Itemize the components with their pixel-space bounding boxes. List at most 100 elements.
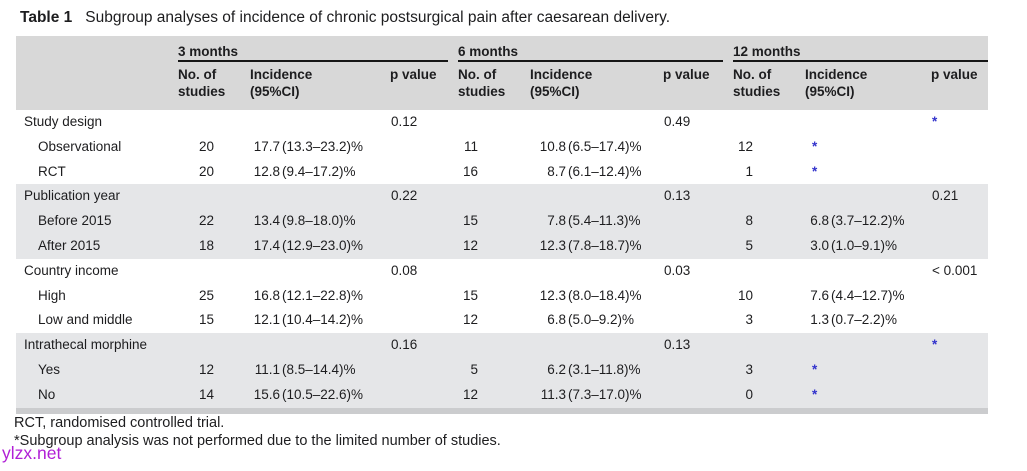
cell-pvalue-3m (390, 234, 458, 259)
cell-studies-12m: 0 (745, 386, 753, 402)
cell-incidence-12m: 1.3 (0.7–2.2)% (805, 308, 931, 333)
cell-incidence-3m: 17.7 (13.3–23.2)% (250, 135, 390, 160)
table-row: Low and middle 15 12.1 (10.4–14.2)% 12 6.8 (5.… (16, 308, 988, 333)
cell-incidence-6m: 6.2 (3.1–11.8)% (530, 358, 663, 383)
cell-incidence-12m: 6.8 (3.7–12.2)% (805, 209, 931, 234)
confidence-interval: (12.1–22.8)% (282, 287, 364, 303)
confidence-interval: (8.5–14.4)% (282, 361, 356, 377)
table-row: Intrathecal morphine 0.16 0.13 * (16, 333, 988, 358)
cell-pvalue-12m (931, 284, 988, 309)
cell-studies-12m: 12 (737, 138, 753, 154)
row-label: After 2015 (38, 237, 101, 253)
incidence-value: 1.3 (810, 312, 829, 328)
cell-incidence-3m: 11.1 (8.5–14.4)% (250, 358, 390, 383)
cell-studies-3m: 15 (198, 312, 214, 328)
cell-studies-6m: 16 (462, 163, 478, 179)
cell-studies-3m: 20 (198, 138, 214, 154)
row-label: Country income (24, 262, 119, 278)
cell-pvalue-3m (390, 135, 458, 160)
cell-pvalue-6m (663, 308, 733, 333)
incidence-value: 8.7 (547, 163, 566, 179)
cell-studies-12m: 10 (737, 287, 753, 303)
cell-incidence-6m: 12.3 (7.8–18.7)% (530, 234, 663, 259)
cell-studies-12m: 1 (745, 163, 753, 179)
cell-pvalue-12m: 0.21 (932, 188, 959, 204)
cell-incidence-6m (530, 184, 663, 209)
header-spacer (16, 36, 178, 62)
cell-studies-3m (178, 184, 250, 209)
cell-incidence-6m (530, 333, 663, 358)
confidence-interval: (5.4–11.3)% (568, 213, 641, 229)
incidence-value: 6.8 (810, 213, 829, 229)
header-p-value-6m: p value (663, 67, 710, 82)
cell-incidence-12m: 3.0 (1.0–9.1)% (805, 234, 931, 259)
cell-pvalue-6m (663, 234, 733, 259)
incidence-value: 3.0 (810, 237, 829, 253)
cell-incidence-3m: 13.4 (9.8–18.0)% (250, 209, 390, 234)
subheader-row: No. of studies Incidence (95%CI) p value… (16, 62, 988, 110)
confidence-interval: (7.3–17.0)% (568, 386, 642, 402)
cell-pvalue-12m (931, 383, 988, 408)
row-label: Low and middle (38, 312, 133, 328)
cell-pvalue-12m (931, 209, 988, 234)
cell-studies-3m (178, 333, 250, 358)
cell-incidence-12m (805, 184, 931, 209)
cell-incidence-12m (805, 110, 931, 135)
cell-pvalue-6m (663, 160, 733, 185)
table-caption: Subgroup analyses of incidence of chroni… (85, 9, 671, 26)
row-group: Publication year 0.22 0.13 0.21 Before 2015 2… (16, 184, 988, 259)
cell-pvalue-3m (390, 383, 458, 408)
confidence-interval: (9.8–18.0)% (282, 213, 356, 229)
cell-incidence-6m: 6.8 (5.0–9.2)% (530, 308, 663, 333)
table-row: Country income 0.08 0.03 < 0.001 (16, 259, 988, 284)
cell-studies-6m (458, 333, 530, 358)
data-table: 3 months 6 months 12 months No. of studi… (16, 36, 988, 414)
confidence-interval: (3.1–11.8)% (568, 361, 641, 377)
cell-studies-6m (458, 259, 530, 284)
spanner-rule (733, 60, 988, 62)
table-header: 3 months 6 months 12 months No. of studi… (16, 36, 988, 110)
cell-studies-12m (733, 184, 805, 209)
incidence-value: 10.8 (539, 138, 566, 154)
confidence-interval: (6.5–17.4)% (568, 138, 642, 154)
header-incidence-12m: Incidence (95%CI) (805, 67, 868, 99)
header-incidence-6m: Incidence (95%CI) (530, 67, 593, 99)
incidence-value: 7.6 (810, 287, 829, 303)
confidence-interval: (9.4–17.2)% (282, 163, 356, 179)
cell-pvalue-6m (663, 284, 733, 309)
cell-pvalue-3m: 0.12 (391, 114, 418, 129)
asterisk-marker: * (812, 361, 818, 377)
cell-pvalue-12m (931, 135, 988, 160)
cell-studies-3m (178, 110, 250, 135)
row-label: Intrathecal morphine (24, 337, 148, 353)
table-number: Table 1 (20, 9, 73, 26)
table-footnotes: RCT, randomised controlled trial. *Subgr… (14, 414, 501, 450)
row-label: Observational (38, 138, 122, 154)
confidence-interval: (10.4–14.2)% (282, 312, 364, 328)
asterisk-marker: * (932, 337, 938, 353)
cell-incidence-3m (250, 259, 390, 284)
cell-incidence-6m (530, 110, 663, 135)
confidence-interval: (4.4–12.7)% (831, 287, 905, 303)
time-period-header-row: 3 months 6 months 12 months (16, 36, 988, 62)
cell-incidence-12m: * (805, 160, 931, 185)
confidence-interval: (10.5–22.6)% (282, 386, 364, 402)
cell-studies-3m: 20 (198, 163, 214, 179)
table-title: Table 1 Subgroup analyses of incidence of… (20, 9, 670, 27)
cell-studies-6m: 15 (462, 213, 478, 229)
cell-pvalue-3m (390, 308, 458, 333)
confidence-interval: (12.9–23.0)% (282, 237, 364, 253)
row-label: Study design (24, 114, 103, 129)
table-row: High 25 16.8 (12.1–22.8)% 15 12.3 (8.0–18.4)% 1… (16, 284, 988, 309)
footnote-asterisk: *Subgroup analysis was not performed due… (14, 433, 501, 449)
spanner-label: 12 months (733, 44, 801, 59)
cell-studies-12m: 3 (745, 361, 753, 377)
cell-incidence-6m: 11.3 (7.3–17.0)% (530, 383, 663, 408)
cell-incidence-12m: 7.6 (4.4–12.7)% (805, 284, 931, 309)
cell-pvalue-12m: < 0.001 (932, 262, 978, 278)
cell-incidence-6m: 12.3 (8.0–18.4)% (530, 284, 663, 309)
row-group: Country income 0.08 0.03 < 0.001 High 25 16.8(… (16, 259, 988, 333)
cell-incidence-3m: 16.8 (12.1–22.8)% (250, 284, 390, 309)
cell-incidence-12m (805, 259, 931, 284)
confidence-interval: (13.3–23.2)% (282, 138, 364, 154)
